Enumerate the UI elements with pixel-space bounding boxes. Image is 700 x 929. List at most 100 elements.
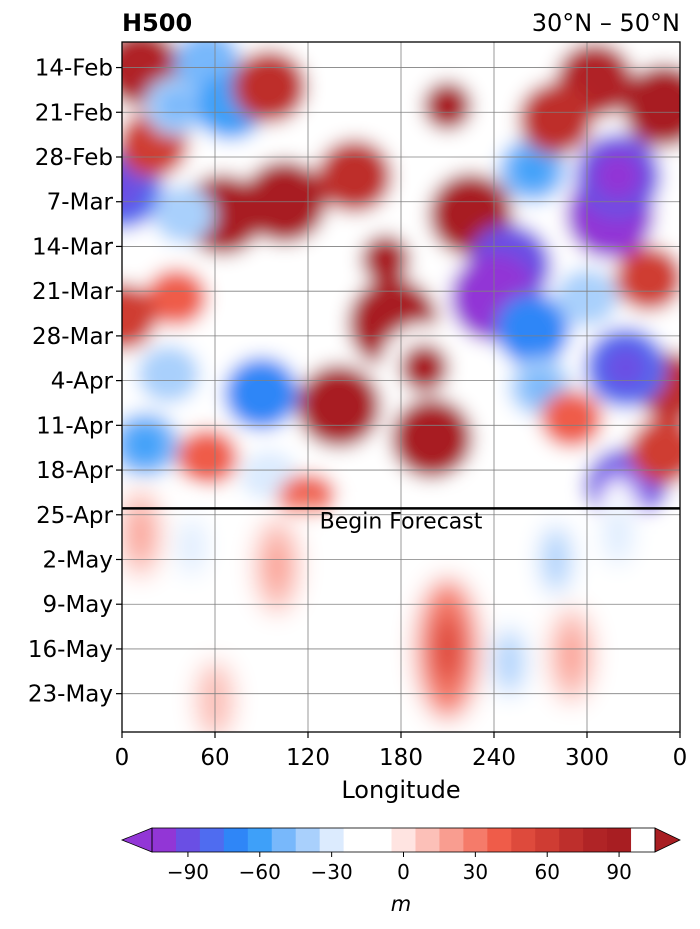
analysis-feature-core xyxy=(361,235,410,284)
forecast-feature-core xyxy=(494,628,525,695)
analysis-feature-core xyxy=(400,343,449,393)
colorbar-segment xyxy=(607,828,632,852)
forecast-feature-core xyxy=(178,518,205,576)
x-axis-ticks: 0 60 120 180 240 300 0 xyxy=(115,732,688,771)
chart-title-left: H500 xyxy=(122,9,192,37)
forecast-feature-core xyxy=(265,541,289,590)
y-tick-label: 21-Feb xyxy=(35,100,113,126)
colorbar-segment xyxy=(175,828,201,852)
y-tick-label: 14-Mar xyxy=(32,234,114,260)
y-tick-label: 16-May xyxy=(28,637,113,663)
y-tick-label: 23-May xyxy=(28,682,113,708)
analysis-feature-core xyxy=(594,152,642,200)
grid-lines xyxy=(122,42,680,732)
analysis-feature-core xyxy=(158,89,194,123)
analysis-feature-core xyxy=(409,416,455,461)
analysis-feature-core xyxy=(133,125,173,163)
y-tick-label: 21-Mar xyxy=(32,279,114,305)
x-tick-label: 0 xyxy=(673,745,688,771)
colorbar-segment xyxy=(559,828,584,852)
colorbar-segment xyxy=(271,828,297,852)
colorbar-tick-label: 90 xyxy=(606,860,631,884)
y-tick-label: 25-Apr xyxy=(36,503,113,529)
analysis-feature-core xyxy=(573,59,616,101)
analysis-feature-core xyxy=(522,370,559,404)
colorbar-segment xyxy=(319,828,345,852)
colorbar-segment xyxy=(391,828,416,852)
colorbar-segment xyxy=(247,828,273,852)
analysis-feature-core xyxy=(316,383,362,429)
colorbar-segment xyxy=(295,828,321,852)
colorbar-tick-label: −30 xyxy=(311,860,353,884)
colorbar-tick-label: 0 xyxy=(397,860,410,884)
analysis-feature-core xyxy=(641,83,680,129)
forecast-feature-core xyxy=(560,631,583,680)
colorbar-segment xyxy=(343,828,369,852)
y-tick-label: 18-Apr xyxy=(36,458,113,484)
x-tick-label: 240 xyxy=(472,745,516,771)
analysis-feature-core xyxy=(122,298,142,336)
y-tick-label: 28-Mar xyxy=(32,324,114,350)
analysis-feature-core xyxy=(603,345,649,390)
x-tick-label: 120 xyxy=(286,745,330,771)
colorbar-segment xyxy=(463,828,488,852)
colorbar xyxy=(120,827,681,853)
y-tick-label: 2-May xyxy=(43,548,113,574)
analysis-feature-core xyxy=(126,426,165,463)
analysis-feature-core xyxy=(447,191,494,238)
colorbar-tick-label: −60 xyxy=(239,860,281,884)
analysis-feature-core xyxy=(630,260,668,297)
y-tick-label: 11-Apr xyxy=(36,413,113,439)
y-tick-label: 7-Mar xyxy=(47,190,114,216)
x-tick-label: 60 xyxy=(200,745,229,771)
analysis-feature-core xyxy=(512,309,554,350)
colorbar-segment xyxy=(439,828,464,852)
colorbar-segment xyxy=(583,828,608,852)
colorbar-extend-low xyxy=(120,827,153,853)
forecast-feature-core xyxy=(129,512,152,556)
colorbar-segment xyxy=(223,828,249,852)
y-tick-label: 4-Apr xyxy=(51,369,114,395)
analysis-feature-core xyxy=(167,198,201,231)
colorbar-ticks: −90 −60 −30 0 30 60 90 xyxy=(167,852,632,884)
x-tick-label: 0 xyxy=(115,745,130,771)
analysis-feature-core xyxy=(423,81,472,131)
forecast-start-label: Begin Forecast xyxy=(320,509,483,534)
colorbar-label: m xyxy=(391,892,411,916)
colorbar-segment xyxy=(199,828,225,852)
colorbar-segment xyxy=(631,828,656,852)
analysis-feature-core xyxy=(122,166,145,211)
y-tick-label: 14-Feb xyxy=(35,56,113,82)
x-axis-label: Longitude xyxy=(341,776,460,804)
analysis-feature-core xyxy=(189,44,226,79)
colorbar-segment xyxy=(511,828,536,852)
y-tick-label: 9-May xyxy=(43,592,113,618)
analysis-feature-core xyxy=(535,98,577,139)
forecast-feature-core xyxy=(460,505,482,550)
forecast-feature-core xyxy=(374,688,397,732)
analysis-feature-core xyxy=(240,373,283,414)
plot-area xyxy=(122,42,680,732)
x-tick-label: 180 xyxy=(379,745,423,771)
colorbar-segment xyxy=(415,828,440,852)
forecast-feature-core xyxy=(630,608,652,652)
analysis-feature-core xyxy=(333,156,376,197)
colorbar-segment xyxy=(487,828,512,852)
colorbar-segment xyxy=(535,828,560,852)
x-tick-label: 300 xyxy=(565,745,609,771)
y-tick-label: 28-Feb xyxy=(35,145,113,171)
forecast-feature-core xyxy=(603,503,633,565)
colorbar-segment xyxy=(367,828,393,852)
forecast-feature-core xyxy=(343,509,366,558)
colorbar-tick-label: −90 xyxy=(167,860,209,884)
chart-title-right: 30°N – 50°N xyxy=(532,9,680,37)
analysis-feature-core xyxy=(151,358,186,390)
analysis-feature-core xyxy=(645,432,680,470)
analysis-feature-core xyxy=(253,462,285,491)
analysis-feature-core xyxy=(159,281,194,314)
analysis-feature-core xyxy=(190,441,225,473)
analysis-anomaly-field xyxy=(122,42,680,531)
colorbar-extend-high xyxy=(654,827,681,853)
colorbar-tick-label: 30 xyxy=(463,860,488,884)
